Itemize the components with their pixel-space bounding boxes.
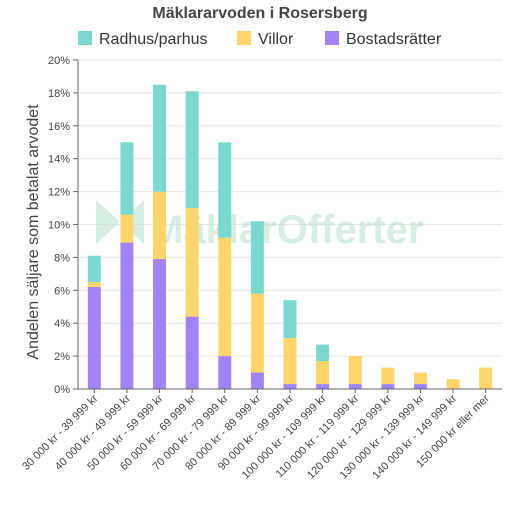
axes <box>77 60 502 390</box>
bar-villor <box>381 367 395 385</box>
bar-bostadsr-tter <box>348 384 362 389</box>
bar-bostadsr-tter <box>413 384 427 389</box>
legend-swatch-radhus-parhus <box>78 31 92 45</box>
y-tick-label: 4% <box>54 318 70 330</box>
y-axis-ticks: 0% 2% 4% 6% 8% 10% 12% 14% 16% 18% 20% <box>48 55 78 396</box>
y-tick-label: 20% <box>48 55 70 67</box>
y-tick-label: 14% <box>48 154 70 166</box>
bar-bostadsr-tter <box>153 259 167 389</box>
bar-villor <box>413 372 427 385</box>
bar-radhus-parhus <box>218 142 232 238</box>
bar-radhus-parhus <box>283 300 297 339</box>
chart-title: Mäklararvoden i Rosersberg <box>152 5 367 22</box>
legend: Radhus/parhus Villor Bostadsrätter <box>78 31 442 48</box>
bar-villor <box>185 208 199 317</box>
y-tick-label: 2% <box>54 351 70 363</box>
bar-villor <box>446 379 460 389</box>
watermark-logo-left-icon <box>96 200 120 244</box>
bar-villor <box>87 282 101 288</box>
legend-label-villor: Villor <box>258 31 294 48</box>
bar-radhus-parhus <box>153 84 167 192</box>
y-tick-label: 12% <box>48 187 70 199</box>
bar-bostadsr-tter <box>120 242 134 389</box>
bar-bostadsr-tter <box>218 356 232 389</box>
legend-swatch-villor <box>237 31 251 45</box>
bar-radhus-parhus <box>87 255 101 283</box>
legend-label-bostadsr-tter: Bostadsrätter <box>346 31 442 48</box>
bar-bostadsr-tter <box>283 384 297 389</box>
bar-radhus-parhus <box>316 344 330 362</box>
y-tick-label: 0% <box>54 384 70 396</box>
bar-radhus-parhus <box>120 142 134 215</box>
bar-villor <box>218 237 232 357</box>
bar-bostadsr-tter <box>87 287 101 389</box>
bar-villor <box>250 293 264 373</box>
legend-label-radhus-parhus: Radhus/parhus <box>99 31 208 48</box>
bar-bostadsr-tter <box>316 384 330 389</box>
bar-bostadsr-tter <box>381 384 395 389</box>
bar-villor <box>316 361 330 385</box>
bar-bostadsr-tter <box>185 316 199 389</box>
y-tick-label: 8% <box>54 252 70 264</box>
legend-swatch-bostadsr-tter <box>325 31 339 45</box>
y-tick-label: 10% <box>48 220 70 232</box>
y-tick-label: 18% <box>48 88 70 100</box>
watermark-logo-icon <box>96 200 144 244</box>
y-tick-label: 16% <box>48 121 70 133</box>
bar-bostadsr-tter <box>250 372 264 389</box>
bar-radhus-parhus <box>250 221 264 294</box>
y-tick-label: 6% <box>54 285 70 297</box>
y-axis-label: Andelen säljare som betalat arvodet <box>25 104 42 360</box>
bar-radhus-parhus <box>185 91 199 209</box>
bar-villor <box>479 367 493 389</box>
bar-villor <box>153 191 167 260</box>
bar-villor <box>283 338 297 385</box>
grid <box>78 59 502 390</box>
bar-villor <box>348 356 362 385</box>
bars <box>87 84 493 389</box>
bar-villor <box>120 214 134 243</box>
